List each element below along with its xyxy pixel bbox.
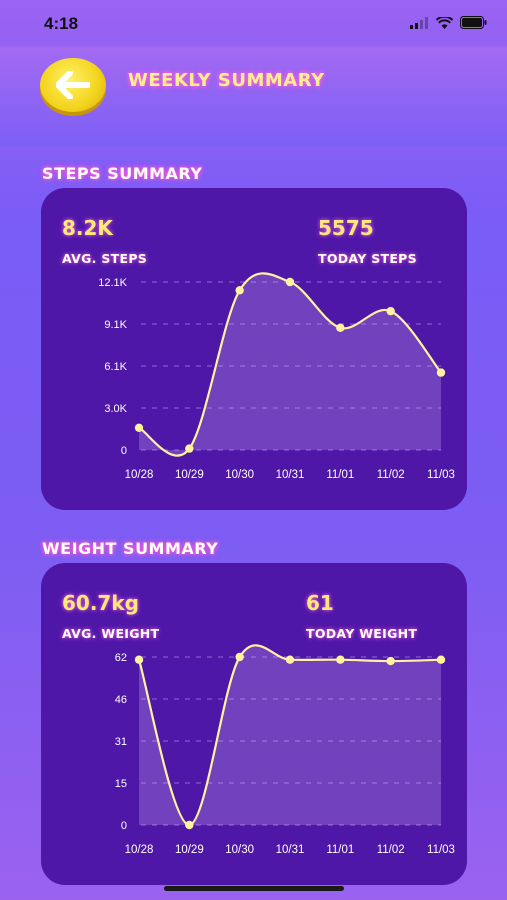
steps-y-tick-label: 9.1K bbox=[104, 319, 127, 331]
steps-y-tick-label: 12.1K bbox=[98, 277, 127, 289]
today-weight-value: 61 bbox=[306, 591, 334, 615]
weight-y-tick-label: 46 bbox=[115, 694, 127, 706]
avg-weight-label: AVG. WEIGHT bbox=[62, 626, 160, 641]
weight-x-tick-label: 11/01 bbox=[326, 844, 354, 856]
steps-data-point bbox=[386, 306, 395, 316]
wifi-icon bbox=[436, 16, 453, 29]
steps-data-point bbox=[285, 277, 295, 287]
steps-data-point bbox=[185, 444, 194, 453]
steps-data-point bbox=[336, 323, 345, 333]
signal-icon bbox=[410, 16, 428, 29]
steps-x-tick-label: 10/31 bbox=[276, 469, 305, 481]
weight-y-tick-label: 31 bbox=[115, 736, 127, 748]
today-steps-label: TODAY STEPS bbox=[318, 251, 417, 266]
battery-icon bbox=[460, 16, 487, 29]
steps-data-point bbox=[134, 423, 144, 432]
weight-chart: 0 15 31 46 62 10/28 10/29 10/30 10/31 11/01 11/02 1… bbox=[115, 644, 455, 856]
steps-data-point bbox=[235, 286, 244, 295]
today-steps-value: 5575 bbox=[318, 216, 374, 240]
today-weight-label: TODAY WEIGHT bbox=[306, 626, 418, 641]
steps-x-tick-label: 10/28 bbox=[125, 469, 154, 481]
steps-section-title: STEPS SUMMARY bbox=[42, 164, 203, 183]
weight-y-tick-label: 15 bbox=[115, 778, 127, 790]
weight-data-point bbox=[185, 820, 194, 830]
steps-area bbox=[139, 273, 441, 456]
weight-y-tick-label: 0 bbox=[121, 820, 127, 832]
steps-card: 8.2K AVG. STEPS 5575 TODAY STEPS 0 3.0K 6.… bbox=[41, 188, 467, 510]
status-bar: 4:18 bbox=[0, 0, 507, 46]
weight-data-point bbox=[235, 652, 244, 662]
steps-data-point bbox=[436, 368, 446, 377]
weight-x-tick-label: 10/30 bbox=[225, 844, 254, 856]
weight-area bbox=[139, 645, 441, 826]
weight-data-point bbox=[336, 655, 345, 664]
steps-x-tick-label: 11/01 bbox=[326, 469, 354, 481]
avg-steps-label: AVG. STEPS bbox=[62, 251, 148, 266]
steps-x-tick-label: 10/30 bbox=[225, 469, 254, 481]
steps-chart: 0 3.0K 6.1K 9.1K 12.1K 10/28 10/29 10/30 10/31 11… bbox=[98, 272, 455, 481]
weight-data-point bbox=[386, 656, 395, 666]
back-button[interactable] bbox=[40, 58, 106, 112]
steps-y-tick-label: 0 bbox=[121, 445, 127, 457]
weight-y-tick-label: 62 bbox=[115, 652, 127, 664]
status-icons bbox=[410, 16, 487, 29]
steps-x-tick-label: 11/02 bbox=[377, 469, 405, 481]
weight-card: 60.7kg AVG. WEIGHT 61 TODAY WEIGHT 0 15 31… bbox=[41, 563, 467, 885]
weight-x-tick-label: 10/31 bbox=[276, 844, 305, 856]
steps-y-tick-label: 6.1K bbox=[104, 361, 127, 373]
steps-x-tick-label: 10/29 bbox=[175, 469, 204, 481]
steps-y-tick-label: 3.0K bbox=[104, 403, 127, 415]
weight-data-point bbox=[436, 655, 446, 664]
steps-x-tick-label: 11/03 bbox=[427, 469, 455, 481]
weight-x-tick-label: 11/02 bbox=[377, 844, 405, 856]
avg-weight-value: 60.7kg bbox=[62, 591, 139, 615]
home-indicator bbox=[164, 886, 344, 891]
weight-data-point bbox=[134, 655, 144, 664]
page-title: WEEKLY SUMMARY bbox=[128, 70, 325, 91]
status-time: 4:18 bbox=[44, 14, 79, 33]
header: WEEKLY SUMMARY bbox=[0, 46, 507, 146]
arrow-left-icon bbox=[56, 71, 90, 99]
weight-data-point bbox=[285, 655, 295, 664]
weight-section-title: WEIGHT SUMMARY bbox=[42, 539, 219, 558]
avg-steps-value: 8.2K bbox=[62, 216, 113, 240]
weight-x-tick-label: 11/03 bbox=[427, 844, 455, 856]
weight-x-tick-label: 10/28 bbox=[125, 844, 154, 856]
weight-series-line bbox=[137, 644, 442, 827]
weight-x-tick-label: 10/29 bbox=[175, 844, 204, 856]
